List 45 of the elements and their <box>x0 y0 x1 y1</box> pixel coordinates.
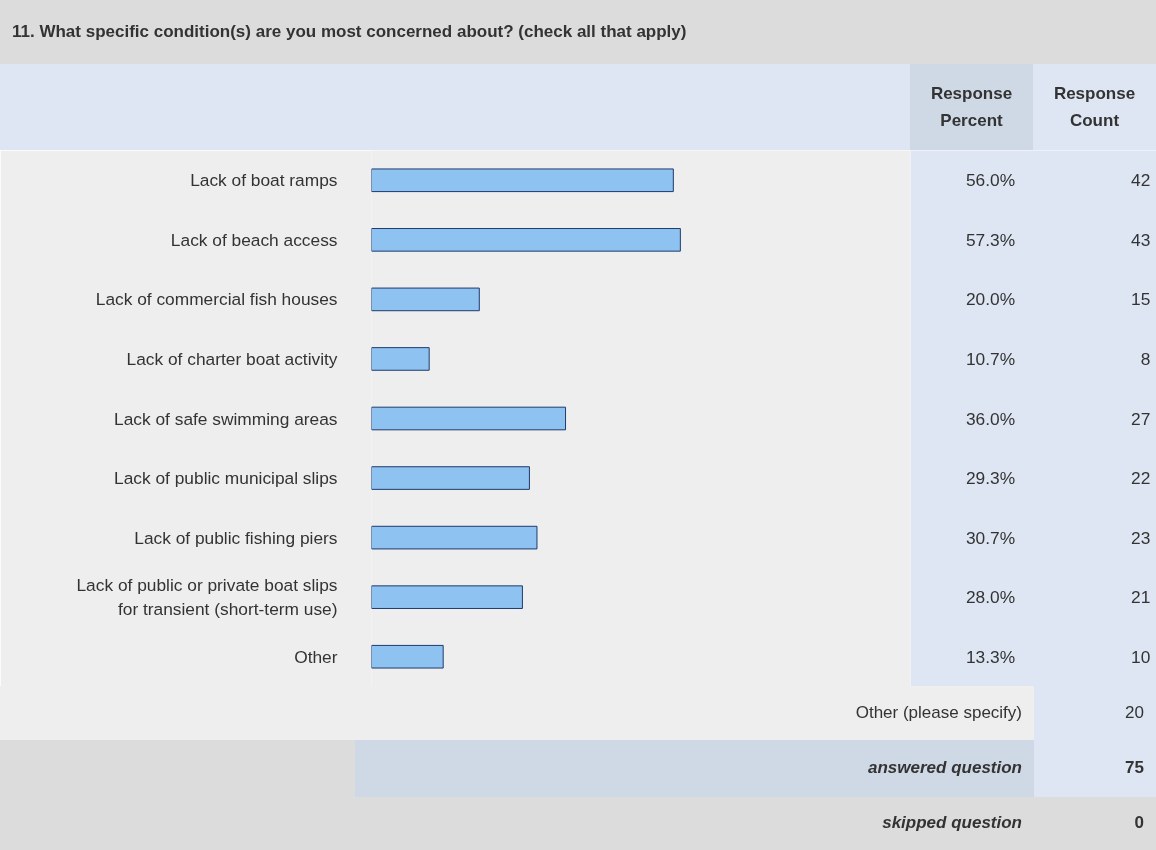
text: 43 <box>1131 229 1151 250</box>
data-label: 28.0% <box>965 587 1016 608</box>
text: Response Count <box>1033 64 1156 150</box>
text: 27 <box>1131 408 1151 429</box>
data-label: 56.0% <box>965 170 1016 191</box>
text: 22 <box>1131 468 1151 489</box>
text: answered question <box>868 758 1022 778</box>
bar <box>371 466 530 490</box>
bar <box>371 287 480 312</box>
text: Other (please specify) <box>855 701 1022 724</box>
y-tick-label: Lack of commercial fish houses <box>95 289 338 310</box>
data-label: 10.7% <box>965 348 1016 369</box>
y-tick-label: Lack of boat ramps <box>190 170 338 191</box>
y-tick-label: Lack of beach access <box>170 229 338 250</box>
text: 10 <box>1131 646 1151 667</box>
data-label: 30.7% <box>965 527 1016 548</box>
y-tick-label: Lack of safe swimming areas <box>114 408 338 429</box>
data-label: 13.3% <box>965 646 1016 667</box>
bar <box>371 585 523 609</box>
bar <box>371 525 538 550</box>
data-label: 57.3% <box>965 229 1016 250</box>
y-tick-label: Lack of charter boat activity <box>126 348 338 369</box>
text: skipped question <box>882 813 1022 833</box>
data-label: 36.0% <box>965 408 1016 429</box>
y-tick-label: Other <box>294 646 338 667</box>
text: 20 <box>1125 701 1144 724</box>
text: 42 <box>1131 170 1151 191</box>
data-label: 29.3% <box>965 468 1016 489</box>
text: 15 <box>1131 289 1151 310</box>
text: Response Percent <box>910 64 1033 150</box>
text: 0 <box>1134 813 1144 833</box>
y-tick-label: Lack of public municipal slips <box>114 468 338 489</box>
text: 8 <box>1140 348 1151 369</box>
data-label: 20.0% <box>965 289 1016 310</box>
y-tick-label: Lack of public or private boat slips for transient (short-term use) <box>76 575 338 620</box>
bar <box>371 228 681 252</box>
text: 23 <box>1131 527 1151 548</box>
bar <box>371 406 567 431</box>
chart-title: 11. What specific condition(s) are you most concerned about? (check all that apply) <box>12 21 687 41</box>
bar <box>371 347 430 371</box>
bar <box>371 644 444 669</box>
bar <box>371 168 674 193</box>
text: 21 <box>1131 587 1151 608</box>
y-tick-label: Lack of public fishing piers <box>134 527 338 548</box>
text: 75 <box>1125 758 1144 778</box>
